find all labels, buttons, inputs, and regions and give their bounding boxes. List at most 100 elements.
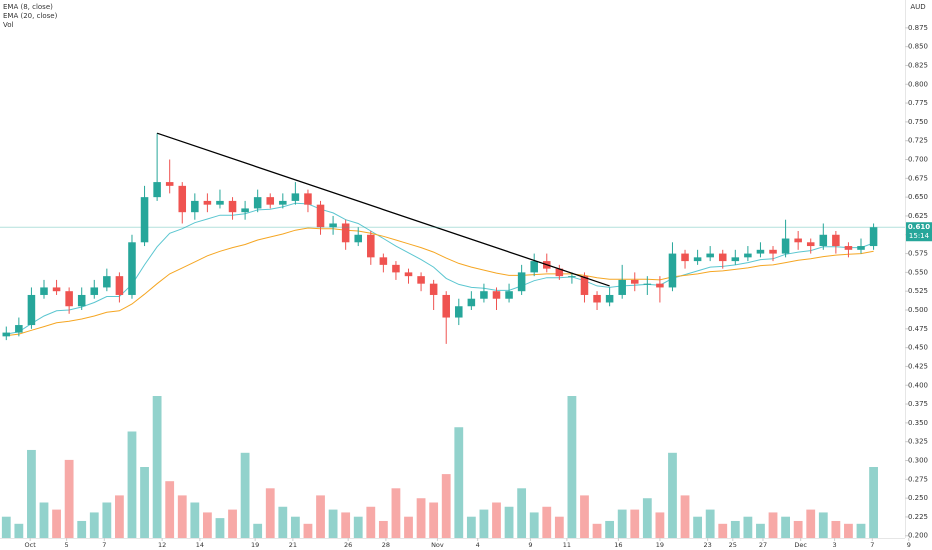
x-tick-label: Oct bbox=[25, 541, 37, 549]
volume-bar bbox=[567, 396, 577, 538]
x-tick-label: 7 bbox=[102, 541, 106, 549]
candle-body bbox=[27, 294, 36, 326]
volume-bar bbox=[580, 495, 589, 538]
volume-bar bbox=[869, 467, 878, 538]
volume-bar bbox=[253, 523, 263, 538]
volume-bar bbox=[89, 512, 99, 538]
y-tick-label: 0.775 bbox=[908, 99, 928, 107]
candle-body bbox=[731, 257, 740, 262]
volume-bar bbox=[1, 516, 11, 538]
volume-bar bbox=[429, 502, 439, 538]
candle-body bbox=[467, 298, 476, 307]
candle-body bbox=[744, 253, 752, 258]
x-tick-label: 11 bbox=[563, 541, 571, 549]
x-tick-label: 7 bbox=[870, 541, 874, 549]
volume-bar bbox=[492, 502, 501, 538]
volume-bar bbox=[27, 449, 36, 538]
candle-body bbox=[52, 287, 61, 292]
candle-body bbox=[681, 253, 689, 262]
candle-body bbox=[517, 272, 526, 292]
volume-bar bbox=[378, 520, 388, 538]
candle-body bbox=[165, 182, 174, 186]
volume-bar bbox=[140, 467, 149, 538]
x-tick-label: Dec bbox=[794, 541, 807, 549]
x-tick-label: 3 bbox=[833, 541, 837, 549]
volume-bar bbox=[617, 509, 627, 538]
volume-bar bbox=[542, 506, 552, 538]
x-tick-label: 16 bbox=[614, 541, 622, 549]
currency-label: AUD bbox=[910, 3, 925, 11]
candle-body bbox=[329, 223, 337, 228]
volume-bar bbox=[341, 512, 351, 538]
y-tick-label: 0.200 bbox=[908, 532, 928, 540]
candle-body bbox=[253, 197, 262, 209]
y-tick-label: 0.850 bbox=[908, 43, 928, 51]
candle-body bbox=[128, 242, 136, 295]
ema-line bbox=[6, 227, 874, 337]
y-tick-label: 0.550 bbox=[908, 268, 928, 276]
volume-bar bbox=[215, 518, 225, 538]
candle-body bbox=[706, 253, 714, 258]
candle-body bbox=[442, 294, 450, 318]
y-tick-label: 0.875 bbox=[908, 24, 928, 32]
candle-body bbox=[153, 182, 161, 198]
candle-body bbox=[65, 291, 73, 307]
volume-bar bbox=[265, 488, 275, 538]
y-tick-label: 0.325 bbox=[908, 438, 928, 446]
volume-bar bbox=[793, 520, 803, 538]
y-tick-label: 0.500 bbox=[908, 306, 928, 314]
candle-body bbox=[15, 325, 23, 333]
volume-bar bbox=[278, 506, 288, 538]
legend-entry: Vol bbox=[3, 21, 14, 29]
candle-body bbox=[605, 294, 614, 303]
volume-bar bbox=[605, 520, 615, 538]
volume-bar bbox=[479, 509, 489, 538]
volume-bar bbox=[504, 506, 514, 538]
volume-bar bbox=[316, 495, 325, 538]
volume-bar bbox=[756, 523, 765, 538]
candle-body bbox=[857, 246, 865, 250]
volume-bar bbox=[768, 512, 778, 538]
y-tick-label: 0.275 bbox=[908, 475, 928, 483]
y-tick-label: 0.575 bbox=[908, 250, 928, 258]
volume-bar bbox=[844, 523, 853, 538]
candle-body bbox=[630, 279, 639, 284]
candle-body bbox=[769, 249, 777, 254]
volume-bar bbox=[831, 520, 841, 538]
candle-body bbox=[341, 223, 350, 243]
candle-body bbox=[718, 253, 727, 262]
candle-body bbox=[417, 276, 425, 284]
volume-bar bbox=[693, 516, 703, 538]
x-tick-label: 19 bbox=[656, 541, 664, 549]
candle-body bbox=[77, 294, 86, 307]
x-tick-label: 5 bbox=[65, 541, 69, 549]
volume-bar bbox=[202, 512, 212, 538]
candle-body bbox=[656, 283, 664, 288]
volume-bar bbox=[592, 523, 602, 538]
y-tick-label: 0.300 bbox=[908, 456, 928, 464]
candle-body bbox=[819, 234, 828, 247]
volume-layer bbox=[1, 396, 878, 538]
candle-body bbox=[241, 208, 249, 213]
candle-body bbox=[568, 276, 576, 278]
volume-bar bbox=[127, 431, 137, 538]
trend-line bbox=[156, 132, 610, 287]
volume-bar bbox=[517, 488, 527, 538]
y-tick-label: 0.425 bbox=[908, 362, 928, 370]
x-tick-label: 14 bbox=[196, 541, 204, 549]
candle-body bbox=[555, 268, 564, 277]
volume-bar bbox=[177, 495, 187, 538]
candle-body bbox=[140, 197, 149, 243]
countdown-label: 15:14 bbox=[909, 232, 930, 240]
volume-bar bbox=[52, 509, 61, 538]
volume-bar bbox=[64, 459, 74, 538]
candle-body bbox=[304, 193, 312, 205]
candle-body bbox=[379, 257, 388, 265]
volume-bar bbox=[630, 509, 640, 538]
volume-bar bbox=[718, 523, 728, 538]
candle-body bbox=[806, 242, 815, 247]
volume-bar bbox=[404, 516, 413, 538]
candle-body bbox=[455, 306, 463, 318]
volume-bar bbox=[441, 474, 451, 538]
y-tick-label: 0.225 bbox=[908, 513, 928, 521]
